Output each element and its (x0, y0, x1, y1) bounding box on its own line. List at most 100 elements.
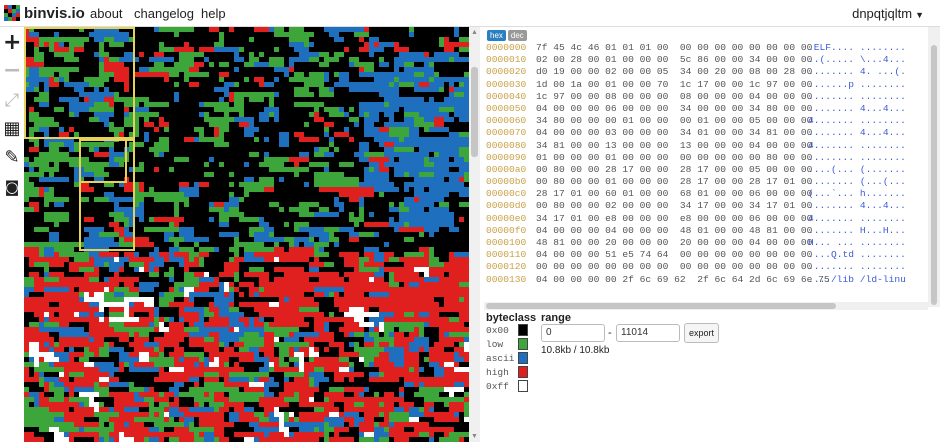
hex-offset: 00000f0 (486, 224, 527, 236)
hex-bytes[interactable]: 02 00 28 00 01 00 00 00 5c 86 00 00 34 0… (536, 54, 813, 66)
scroll-up-icon[interactable]: ▲ (471, 29, 478, 36)
zoom-in-icon[interactable]: + (3, 30, 22, 55)
hex-offset: 0000100 (486, 237, 527, 248)
hex-bytes[interactable]: 48 81 00 00 20 00 00 00 20 00 00 00 04 0… (536, 237, 813, 248)
hex-scrollbar[interactable] (928, 27, 940, 307)
hex-ascii[interactable]: ........ 4...4... (808, 127, 906, 139)
nav-link-help[interactable]: help (201, 6, 226, 21)
hex-bytes[interactable]: 7f 45 4c 46 01 01 01 00 00 00 00 00 00 0… (536, 42, 813, 53)
hex-offset: 00000a0 (486, 163, 527, 175)
hex-ascii[interactable]: ..../lib /ld-linu (808, 273, 906, 285)
legend-swatch (518, 366, 528, 378)
expand-icon[interactable]: ⤢ (4, 90, 20, 111)
hex-ascii[interactable]: ........ 4...4... (808, 200, 906, 212)
hex-ascii[interactable]: ........ 4...4... (808, 102, 906, 114)
hex-ascii[interactable]: ........ 4. ...(. (808, 66, 906, 78)
range-start-input[interactable]: 0 (541, 324, 605, 342)
hex-hscroll-thumb[interactable] (486, 303, 836, 309)
viz-scroll-thumb[interactable] (471, 67, 478, 157)
camera-icon[interactable]: ◙ (4, 178, 20, 196)
hex-bytes[interactable]: 34 81 00 00 13 00 00 00 13 00 00 00 04 0… (536, 139, 813, 151)
brush-icon[interactable]: ✎ (4, 147, 20, 168)
hex-offset: 00000c0 (486, 188, 527, 200)
hex-bytes[interactable]: 00 80 00 00 01 00 00 00 28 17 00 00 28 1… (536, 176, 813, 188)
legend-item: ascii (486, 352, 528, 364)
hex-offset: 0000030 (486, 78, 527, 90)
user-menu[interactable]: dnpqtjqltm ▼ (852, 6, 924, 21)
scroll-down-icon[interactable]: ▼ (471, 433, 478, 440)
hex-bytes[interactable]: 28 17 01 00 60 01 00 00 68 01 00 00 06 0… (536, 188, 813, 200)
hex-ascii[interactable]: ........ ........ (808, 90, 906, 102)
hex-bytes[interactable]: 00 00 00 00 00 00 00 00 00 00 00 00 00 0… (536, 261, 813, 273)
logo-icon (4, 5, 20, 21)
range-separator: - (608, 327, 612, 339)
legend-label: 0x00 (486, 324, 509, 336)
hex-view: hex dec 0000000 7f 45 4c 46 01 01 01 00 0… (484, 30, 930, 302)
format-tabs: hex dec (487, 30, 527, 41)
legend-swatch (518, 324, 528, 336)
nav-link-about[interactable]: about (90, 6, 123, 21)
byteclass-map[interactable] (24, 27, 469, 442)
left-toolbar: + − ⤢ ▦ ✎ ◙ (0, 30, 24, 442)
legend-item: low (486, 338, 528, 350)
hex-bytes[interactable]: 00 80 00 00 02 00 00 00 34 17 00 00 34 1… (536, 200, 813, 212)
hex-bytes[interactable]: 34 80 00 00 00 01 00 00 00 01 00 00 05 0… (536, 115, 813, 127)
range-end-input[interactable]: 11014 (616, 324, 680, 342)
hex-bytes[interactable]: 1d 00 1a 00 01 00 00 70 1c 17 00 00 1c 9… (536, 78, 813, 90)
viz-scrollbar[interactable]: ▲ ▼ (469, 27, 480, 442)
hex-offset: 0000020 (486, 66, 527, 78)
legend-item: 0xff (486, 380, 528, 392)
hex-bytes[interactable]: 01 00 00 00 01 00 00 00 00 00 00 00 00 8… (536, 151, 813, 163)
hex-ascii[interactable]: (...`... h....... (808, 188, 906, 200)
zoom-out-icon[interactable]: − (3, 58, 22, 83)
hex-ascii[interactable]: ........ (...(... (808, 176, 906, 188)
hex-ascii[interactable]: H... ... ........ (808, 237, 906, 248)
tab-dec[interactable]: dec (507, 30, 527, 41)
hex-bytes[interactable]: 04 00 00 00 04 00 00 00 48 01 00 00 48 8… (536, 224, 813, 236)
tab-hex[interactable]: hex (487, 30, 506, 41)
hex-offset: 0000130 (486, 273, 527, 285)
size-readout: 10.8kb / 10.8kb (541, 345, 610, 356)
hex-bytes[interactable]: 00 80 00 00 28 17 00 00 28 17 00 00 05 0… (536, 163, 813, 175)
caret-down-icon: ▼ (915, 10, 924, 20)
hex-ascii[interactable]: .......p ........ (808, 78, 906, 90)
nav-link-changelog[interactable]: changelog (134, 6, 194, 21)
top-navbar: binvis.io about changelog help dnpqtjqlt… (0, 0, 940, 27)
hex-ascii[interactable]: ........ ........ (808, 261, 906, 273)
hex-ascii[interactable]: 4....... ........ (808, 212, 906, 224)
legend-label: high (486, 366, 509, 378)
hex-offset: 0000090 (486, 151, 527, 163)
user-name: dnpqtjqltm (852, 6, 913, 21)
hex-offset: 0000000 (486, 42, 527, 53)
hex-bytes[interactable]: d0 19 00 00 02 00 00 05 34 00 20 00 08 0… (536, 66, 813, 78)
brand[interactable]: binvis.io (4, 3, 85, 23)
hex-ascii[interactable]: 4....... ........ (808, 115, 906, 127)
hex-offset: 00000b0 (486, 176, 527, 188)
legend-item: 0x00 (486, 324, 528, 336)
hex-bytes[interactable]: 1c 97 00 00 08 00 00 00 08 00 00 00 04 0… (536, 90, 813, 102)
hex-horizontal-scrollbar[interactable] (484, 302, 928, 310)
hex-ascii[interactable]: ........ ........ (808, 151, 906, 163)
hex-offset: 0000120 (486, 261, 527, 273)
hex-offset: 0000050 (486, 102, 527, 114)
hex-ascii[interactable]: ........ H...H... (808, 224, 906, 236)
legend-label: 0xff (486, 380, 509, 392)
hex-scroll-thumb[interactable] (931, 45, 937, 305)
hex-bytes[interactable]: 34 17 01 00 e8 00 00 00 e8 00 00 00 06 0… (536, 212, 813, 224)
hex-ascii[interactable]: 4....... ........ (808, 139, 906, 151)
hex-ascii[interactable]: ....Q.td ........ (808, 249, 906, 261)
hex-ascii[interactable]: .ELF.... ........ (808, 42, 906, 53)
hex-bytes[interactable]: 04 00 00 00 00 2f 6c 69 62 2f 6c 64 2d 6… (536, 273, 830, 285)
hex-ascii[interactable]: ..(..... \...4... (808, 54, 906, 66)
hex-offset: 0000060 (486, 115, 527, 127)
hex-bytes[interactable]: 04 00 00 00 51 e5 74 64 00 00 00 00 00 0… (536, 249, 813, 261)
hex-ascii[interactable]: ....(... (....... (808, 163, 906, 175)
legend-swatch (518, 338, 528, 350)
hex-bytes[interactable]: 04 00 00 00 03 00 00 00 34 01 00 00 34 8… (536, 127, 813, 139)
legend-swatch (518, 352, 528, 364)
hex-offset: 0000070 (486, 127, 527, 139)
export-button[interactable]: export (684, 323, 719, 343)
hex-bytes[interactable]: 04 00 00 00 06 00 00 00 34 00 00 00 34 8… (536, 102, 813, 114)
binary-visualization[interactable] (24, 27, 469, 442)
grid-icon[interactable]: ▦ (3, 118, 21, 139)
